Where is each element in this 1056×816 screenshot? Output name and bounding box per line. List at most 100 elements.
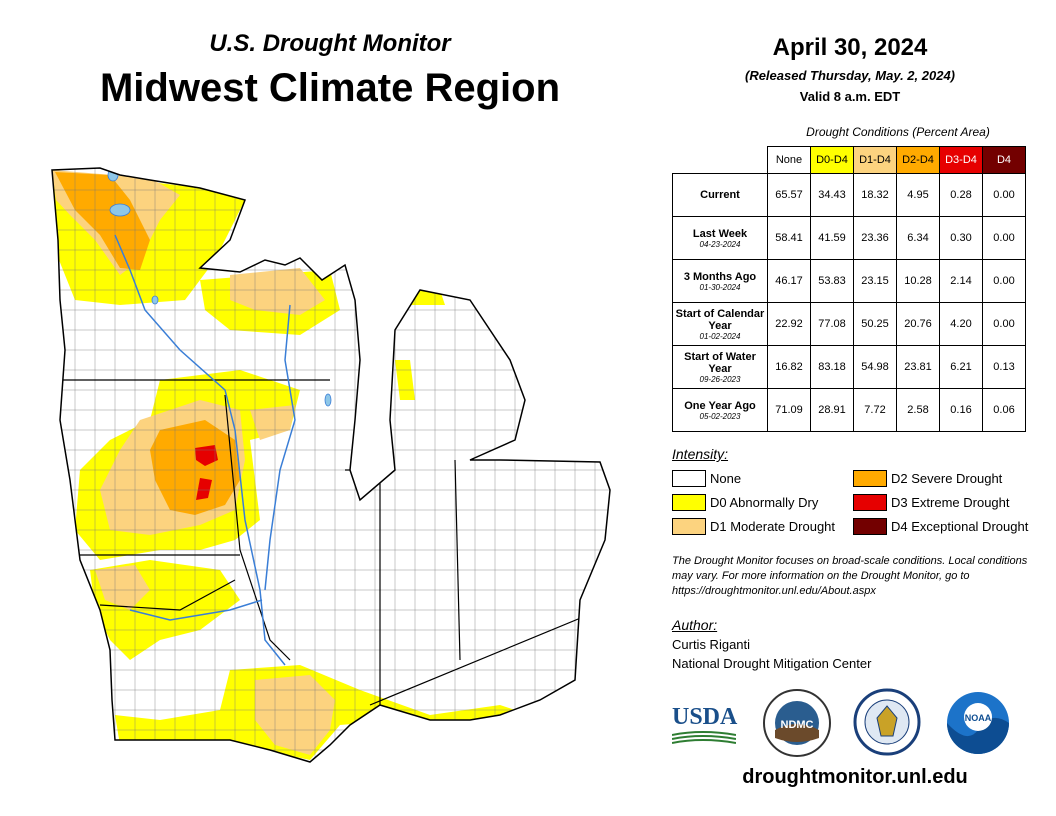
column-header-5: D4 <box>982 146 1026 174</box>
table-cell: 41.59 <box>810 216 854 260</box>
conditions-caption: Drought Conditions (Percent Area) <box>806 125 990 139</box>
table-cell: 0.00 <box>982 216 1026 260</box>
legend-swatch <box>672 470 706 487</box>
table-cell: 77.08 <box>810 302 854 346</box>
legend-swatch <box>853 470 887 487</box>
conditions-table: None D0-D4 D1-D4 D2-D4 D3-D4 D4 Current 65.57 3… <box>672 146 1026 432</box>
row-label-text: 3 Months Ago <box>683 270 757 283</box>
column-header-2: D1-D4 <box>853 146 897 174</box>
table-cell: 7.72 <box>853 388 897 432</box>
d1-area <box>250 405 295 440</box>
row-label-text: Start of Calendar Year <box>675 307 765 332</box>
table-cell: 0.16 <box>939 388 983 432</box>
row-label-text: One Year Ago <box>684 399 756 412</box>
legend-label: None <box>710 471 742 486</box>
lakes <box>107 168 332 407</box>
d3-area <box>195 445 218 466</box>
legend-heading: Intensity: <box>672 446 729 462</box>
table-cell: 10.28 <box>896 259 940 303</box>
legend-swatch <box>853 518 887 535</box>
table-cell: 0.28 <box>939 173 983 217</box>
usda-logo-text: USDA <box>672 704 738 730</box>
row-date: 01-02-2024 <box>699 331 741 341</box>
ndmc-logo-text: NDMC <box>781 719 814 731</box>
table-row: Start of Water Year 09-26-2023 16.82 83.18 5… <box>672 345 1026 389</box>
table-cell: 53.83 <box>810 259 854 303</box>
disclaimer-note: The Drought Monitor focuses on broad-sca… <box>672 555 1028 597</box>
table-cell: 4.95 <box>896 173 940 217</box>
table-cell: 65.57 <box>767 173 811 217</box>
row-label: Start of Calendar Year 01-02-2024 <box>672 302 768 346</box>
usda-logo: USDA <box>672 704 737 747</box>
table-cell: 6.34 <box>896 216 940 260</box>
row-label: Current <box>672 173 768 217</box>
map-title: Midwest Climate Region <box>99 66 561 110</box>
table-cell: 71.09 <box>767 388 811 432</box>
author-name: Curtis Riganti <box>672 637 751 652</box>
table-cell: 54.98 <box>853 345 897 389</box>
table-cell: 83.18 <box>810 345 854 389</box>
table-cell: 58.41 <box>767 216 811 260</box>
table-cell: 34.43 <box>810 173 854 217</box>
table-row: One Year Ago 05-02-2023 71.09 28.91 7.72 2.58… <box>672 388 1026 432</box>
table-cell: 23.36 <box>853 216 897 260</box>
legend-swatch <box>853 494 887 511</box>
table-cell: 2.14 <box>939 259 983 303</box>
table-cell: 0.00 <box>982 302 1026 346</box>
d1-area <box>230 268 325 315</box>
usda-swoosh-icon <box>672 731 736 744</box>
author-org: National Drought Mitigation Center <box>672 656 872 671</box>
drought-areas <box>52 168 610 762</box>
legend-label: D4 Exceptional Drought <box>891 519 1029 534</box>
footer-url[interactable]: droughtmonitor.unl.edu <box>742 766 968 788</box>
noaa-logo-text: NOAA <box>965 713 992 723</box>
legend-swatch <box>672 518 706 535</box>
legend-label: D0 Abnormally Dry <box>710 495 819 510</box>
table-cell: 22.92 <box>767 302 811 346</box>
table-cell: 0.00 <box>982 173 1026 217</box>
table-cell: 0.30 <box>939 216 983 260</box>
table-cell: 50.25 <box>853 302 897 346</box>
table-cell: 6.21 <box>939 345 983 389</box>
row-label: 3 Months Ago 01-30-2024 <box>672 259 768 303</box>
row-label-text: Start of Water Year <box>684 350 756 375</box>
noaa-logo: NOAA <box>947 692 1009 754</box>
author-heading: Author: <box>672 617 718 633</box>
d3-area <box>196 478 212 500</box>
drought-map <box>51 167 611 763</box>
table-row: Start of Calendar Year 01-02-2024 22.92 77.… <box>672 302 1026 346</box>
commerce-seal-logo <box>853 688 921 756</box>
row-date: 09-26-2023 <box>699 374 741 384</box>
table-row: 3 Months Ago 01-30-2024 46.17 53.83 23.15 10.… <box>672 259 1026 303</box>
valid-time: Valid 8 a.m. EDT <box>799 89 901 104</box>
row-date: 05-02-2023 <box>699 411 741 421</box>
ndmc-logo: NDMC <box>763 689 831 757</box>
table-cell: 18.32 <box>853 173 897 217</box>
row-date: 04-23-2024 <box>699 239 741 249</box>
row-label-text: Current <box>700 189 740 201</box>
table-cell: 0.13 <box>982 345 1026 389</box>
row-label: Last Week 04-23-2024 <box>672 216 768 260</box>
d1-area <box>95 565 150 610</box>
conditions-header-row: None D0-D4 D1-D4 D2-D4 D3-D4 D4 <box>673 146 1026 174</box>
rivers <box>114 234 296 666</box>
table-cell: 0.00 <box>982 259 1026 303</box>
table-cell: 0.06 <box>982 388 1026 432</box>
table-cell: 2.58 <box>896 388 940 432</box>
table-cell: 23.15 <box>853 259 897 303</box>
row-label-text: Last Week <box>692 227 748 240</box>
map-date: April 30, 2024 <box>772 34 928 61</box>
table-cell: 28.91 <box>810 388 854 432</box>
d2-area <box>55 172 150 270</box>
table-row: Current 65.57 34.43 18.32 4.95 0.28 0.00 <box>672 173 1026 217</box>
table-cell: 23.81 <box>896 345 940 389</box>
column-header-0: None <box>767 146 811 174</box>
column-header-4: D3-D4 <box>939 146 983 174</box>
table-cell: 20.76 <box>896 302 940 346</box>
row-label: Start of Water Year 09-26-2023 <box>672 345 768 389</box>
table-cell: 4.20 <box>939 302 983 346</box>
column-header-1: D0-D4 <box>810 146 854 174</box>
legend-label: D3 Extreme Drought <box>891 495 1010 510</box>
map-subtitle: U.S. Drought Monitor <box>209 30 451 57</box>
table-cell: 16.82 <box>767 345 811 389</box>
